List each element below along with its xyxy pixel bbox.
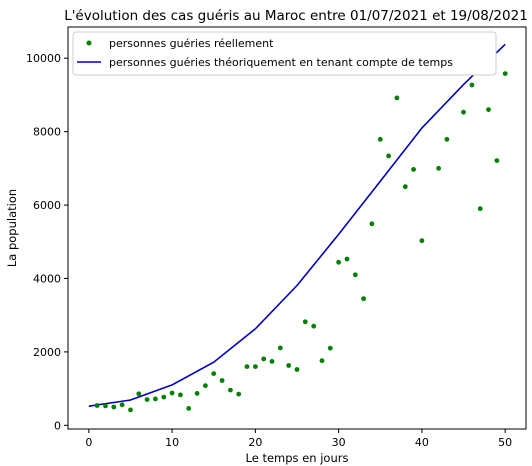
observed-point	[336, 260, 341, 265]
y-tick-label: 0	[54, 419, 61, 432]
observed-point	[203, 383, 208, 388]
observed-point	[286, 363, 291, 368]
observed-point	[145, 397, 150, 402]
y-tick-label: 4000	[33, 272, 61, 285]
observed-point	[111, 405, 116, 410]
observed-point	[178, 393, 183, 398]
x-tick-label: 10	[165, 436, 179, 449]
x-axis: 0 10 20 30 40 50	[85, 429, 512, 449]
observed-point	[478, 206, 483, 211]
legend-marker-observed	[87, 41, 92, 46]
legend: personnes guéries réellement personnes g…	[73, 32, 496, 75]
observed-point	[395, 96, 400, 101]
observed-point	[261, 357, 266, 362]
observed-point	[461, 110, 466, 115]
y-tick-label: 2000	[33, 346, 61, 359]
observed-point	[311, 324, 316, 329]
observed-point	[186, 406, 191, 411]
observed-point	[470, 83, 475, 88]
observed-point	[245, 364, 250, 369]
y-tick-label: 6000	[33, 199, 61, 212]
observed-point	[378, 137, 383, 142]
observed-point	[136, 391, 141, 396]
observed-point	[295, 367, 300, 372]
observed-point	[195, 391, 200, 396]
observed-point	[361, 296, 366, 301]
observed-point	[220, 378, 225, 383]
observed-point	[370, 221, 375, 226]
legend-label-observed: personnes guéries réellement	[109, 37, 274, 50]
observed-point	[345, 257, 350, 262]
x-tick-label: 30	[332, 436, 346, 449]
observed-point	[436, 166, 441, 171]
observed-point	[486, 107, 491, 112]
observed-point	[353, 272, 358, 277]
observed-point	[303, 319, 308, 324]
y-axis: 0 2000 4000 6000 8000 10000	[26, 52, 68, 432]
x-tick-label: 0	[85, 436, 92, 449]
observed-point	[328, 346, 333, 351]
observed-point	[503, 71, 508, 76]
observed-point	[253, 364, 258, 369]
observed-point	[170, 391, 175, 396]
observed-point	[228, 388, 233, 393]
y-tick-label: 10000	[26, 52, 61, 65]
observed-point	[403, 184, 408, 189]
x-tick-label: 40	[415, 436, 429, 449]
observed-point	[128, 408, 133, 413]
observed-point	[278, 346, 283, 351]
observed-point	[236, 392, 241, 397]
observed-point	[411, 167, 416, 172]
observed-point	[95, 403, 100, 408]
chart-title: L'évolution des cas guéris au Maroc entr…	[64, 8, 528, 24]
observed-point	[211, 371, 216, 376]
observed-point	[386, 154, 391, 159]
observed-point	[495, 158, 500, 163]
observed-point	[320, 358, 325, 363]
observed-point	[420, 238, 425, 243]
y-axis-label: La population	[5, 189, 19, 267]
legend-label-theoretical: personnes guéries théoriquement en tenan…	[109, 56, 453, 69]
observed-point	[270, 359, 275, 364]
observed-point	[445, 137, 450, 142]
observed-point	[120, 402, 125, 407]
observed-point	[161, 395, 166, 400]
observed-point	[153, 397, 158, 402]
observed-point	[103, 404, 108, 409]
y-tick-label: 8000	[33, 126, 61, 139]
x-axis-label: Le temps en jours	[246, 451, 349, 465]
x-tick-label: 20	[248, 436, 262, 449]
x-tick-label: 50	[498, 436, 512, 449]
